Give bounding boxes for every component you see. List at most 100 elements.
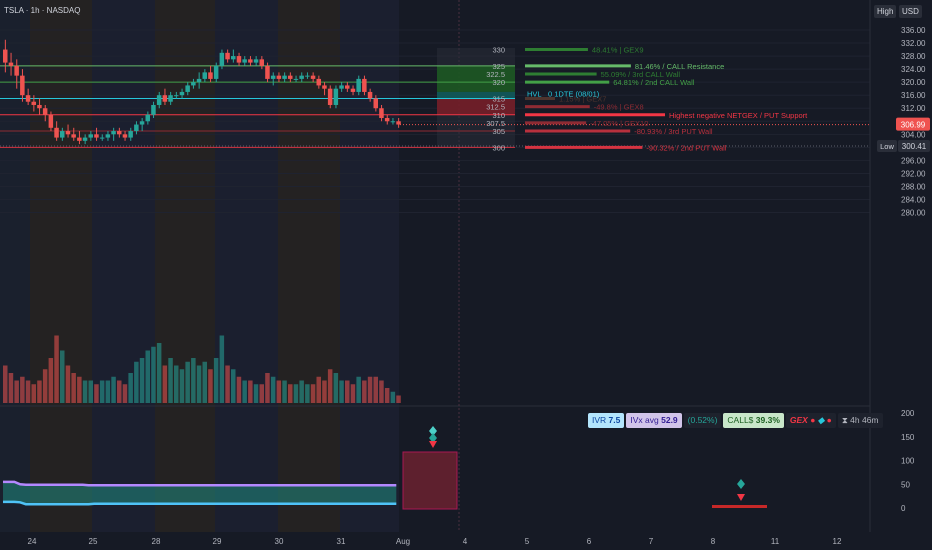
indicator-tick-label: 100 bbox=[901, 457, 915, 466]
gex-level-label: -90.32% / 2nd PUT Wall bbox=[646, 143, 726, 152]
ivx-pill[interactable]: IVx avg 52.9 bbox=[626, 413, 682, 428]
candle-body bbox=[71, 134, 76, 138]
candle-body bbox=[270, 75, 276, 79]
hvl-label: HVL bbox=[527, 90, 542, 99]
gex-strike-label: 322.5 bbox=[486, 70, 505, 79]
time-tick-label: 8 bbox=[711, 537, 716, 546]
volume-bar bbox=[191, 358, 196, 403]
candle-body bbox=[231, 56, 236, 60]
low-tag-label: Low bbox=[880, 142, 894, 151]
ivx-value: 52.9 bbox=[661, 415, 678, 425]
time-tick-label: 12 bbox=[833, 537, 842, 546]
price-tick-label: 288.00 bbox=[901, 182, 926, 191]
candle-body bbox=[362, 78, 367, 92]
volume-bar bbox=[219, 335, 225, 403]
time-tick-label: 4 bbox=[463, 537, 468, 546]
candle-body bbox=[48, 114, 54, 128]
volume-bar bbox=[253, 384, 259, 403]
gex-level-label: Highest negative NETGEX / PUT Support bbox=[669, 111, 808, 120]
gex-strike-label: 325 bbox=[492, 62, 505, 71]
candle-body bbox=[82, 137, 88, 141]
candle-body bbox=[65, 131, 71, 135]
candle-body bbox=[99, 137, 105, 139]
gex-level-label: 64.81% / 2nd CALL Wall bbox=[613, 78, 694, 87]
volume-bar bbox=[384, 388, 390, 403]
candle-body bbox=[390, 121, 396, 123]
candle-body bbox=[122, 134, 128, 138]
volume-bar bbox=[20, 376, 25, 403]
candle-body bbox=[105, 134, 111, 138]
indicator-tick-label: 150 bbox=[901, 433, 915, 442]
price-tick-label: 312.00 bbox=[901, 104, 926, 113]
volume-bar bbox=[350, 384, 356, 403]
candle-body bbox=[248, 59, 253, 63]
currency-button[interactable]: USD bbox=[899, 5, 922, 18]
gex-strike-label: 300 bbox=[492, 143, 505, 152]
volume-bar bbox=[316, 376, 321, 403]
candle-body bbox=[242, 59, 247, 63]
candle-body bbox=[316, 78, 321, 86]
indicator-line-lower bbox=[3, 500, 397, 506]
teal-diamond-icon bbox=[429, 433, 437, 443]
session-band bbox=[340, 0, 399, 532]
candle-body bbox=[14, 65, 19, 76]
symbol-title[interactable]: TSLA · 1h · NASDAQ bbox=[4, 6, 81, 15]
red-dot-icon: ● bbox=[826, 415, 832, 425]
call-pill[interactable]: CALL$ 39.3% bbox=[723, 413, 784, 428]
candle-body bbox=[202, 72, 207, 79]
volume-bar bbox=[208, 369, 213, 403]
candle-body bbox=[8, 62, 14, 66]
volume-bar bbox=[339, 380, 344, 403]
volume-bar bbox=[310, 384, 316, 403]
candle-body bbox=[111, 131, 116, 135]
volume-bar bbox=[248, 380, 253, 403]
candle-body bbox=[282, 75, 287, 79]
candle-body bbox=[134, 124, 139, 132]
volume-bar bbox=[128, 373, 133, 403]
gex-label: GEX bbox=[789, 415, 808, 425]
session-band bbox=[92, 0, 155, 532]
volume-bar bbox=[282, 380, 287, 403]
red-dot-icon: ● bbox=[810, 415, 816, 425]
red-triangle-icon bbox=[737, 494, 745, 501]
current-price-tag bbox=[896, 117, 930, 131]
candle-body bbox=[151, 104, 156, 115]
time-tick-label: 5 bbox=[525, 537, 530, 546]
volume-bar bbox=[37, 380, 42, 403]
volume-bar bbox=[327, 369, 333, 403]
volume-bar bbox=[65, 365, 71, 403]
volume-bar bbox=[3, 365, 8, 403]
volume-bar bbox=[356, 376, 361, 403]
indicator-band-fill bbox=[3, 481, 397, 505]
price-tick-label: 320.00 bbox=[901, 78, 926, 87]
session-band bbox=[215, 0, 278, 532]
volume-bar bbox=[265, 373, 270, 403]
gex-level-label: -49.8% | GEX8 bbox=[594, 103, 644, 112]
volume-bar bbox=[77, 376, 82, 403]
candle-body bbox=[299, 75, 304, 79]
candle-body bbox=[373, 98, 378, 109]
change-pill: (0.52%) bbox=[683, 413, 722, 428]
volume-bar bbox=[242, 380, 247, 403]
low-value-tag bbox=[898, 140, 930, 153]
volume-bar bbox=[179, 369, 185, 403]
volume-bar bbox=[134, 361, 139, 403]
ivr-value: 7.5 bbox=[608, 415, 621, 425]
indicator-tick-label: 0 bbox=[901, 504, 906, 513]
call-label: CALL$ bbox=[727, 415, 754, 425]
candle-body bbox=[54, 127, 59, 138]
volume-bar bbox=[373, 376, 378, 403]
volume-bar bbox=[54, 335, 59, 403]
volume-bar bbox=[293, 384, 299, 403]
candle-body bbox=[384, 118, 390, 122]
volume-bar bbox=[94, 384, 99, 403]
gex-strike-label: 315 bbox=[492, 94, 505, 103]
volume-bar bbox=[196, 365, 202, 403]
candle-body bbox=[333, 88, 339, 105]
gex-pill[interactable]: GEX ● ◆ ● bbox=[785, 413, 836, 428]
indicator-tick-label: 200 bbox=[901, 409, 915, 418]
ivr-pill[interactable]: IVR 7.5 bbox=[588, 413, 625, 428]
volume-bar bbox=[345, 380, 350, 403]
